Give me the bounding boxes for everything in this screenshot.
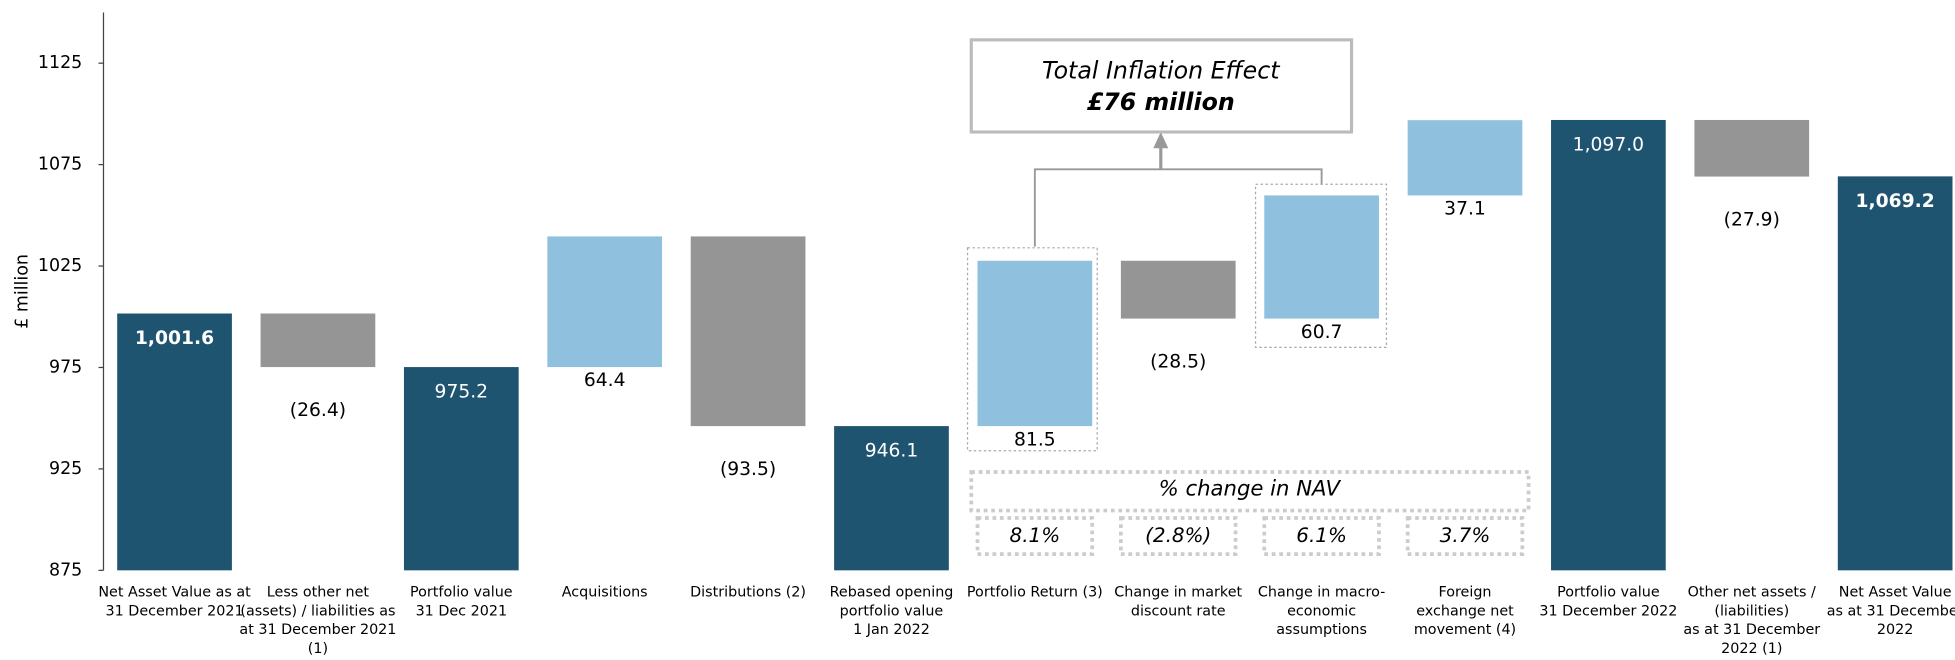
- bar: [690, 236, 806, 427]
- bar: [1837, 176, 1953, 571]
- value-label: 946.1: [865, 441, 919, 462]
- x-tick-label: Acquisitions: [562, 585, 648, 601]
- y-tick-label: 1025: [38, 256, 82, 276]
- value-label: 1,001.6: [135, 328, 214, 349]
- nav-frame: [969, 470, 1531, 513]
- bar: [547, 236, 663, 368]
- value-label: 1,069.2: [1856, 191, 1935, 212]
- value-label: (93.5): [720, 459, 776, 480]
- bar: [260, 313, 376, 368]
- value-label: 60.7: [1301, 322, 1343, 343]
- value-label: 975.2: [435, 381, 489, 402]
- bar: [1551, 119, 1666, 571]
- x-tick-label: Distributions (2): [690, 585, 806, 601]
- bar: [1264, 195, 1379, 319]
- value-label: 81.5: [1014, 429, 1056, 450]
- value-label: (27.9): [1724, 210, 1780, 231]
- value-label: (26.4): [290, 400, 346, 421]
- bar: [1407, 120, 1523, 196]
- annotation-title: Total Inflation Effect: [1042, 57, 1280, 85]
- x-tick-label: Rebased opening portfolio value 1 Jan 2022: [830, 585, 954, 638]
- value-label: 1,097.0: [1573, 134, 1644, 155]
- dotted-frame: [966, 247, 1098, 452]
- x-tick-label: Portfolio value 31 Dec 2021: [410, 585, 513, 620]
- bar: [1694, 119, 1810, 177]
- y-tick-label: 1075: [38, 155, 82, 175]
- bar: [117, 313, 232, 571]
- bar: [977, 260, 1093, 427]
- x-tick-label: Portfolio value 31 December 2022: [1539, 585, 1677, 620]
- nav-change: 3.7%: [1440, 524, 1491, 547]
- x-tick-label: Foreign exchange net movement (4): [1414, 585, 1516, 638]
- y-tick-label: 975: [49, 357, 82, 377]
- y-tick-label: 1125: [38, 53, 82, 73]
- bar: [834, 426, 949, 571]
- x-tick-label: Less other net (assets) / liabilities as a…: [239, 585, 396, 657]
- value-label: (28.5): [1150, 352, 1206, 373]
- x-tick-label: Change in market discount rate: [1114, 585, 1242, 620]
- x-tick-label: Net Asset Value as at 31 December 2021: [98, 585, 251, 620]
- connector: [1033, 168, 1323, 247]
- x-tick-label: Net Asset Value as at 31 December 2022: [1827, 585, 1955, 638]
- bar: [403, 367, 519, 571]
- annotation-box: [969, 38, 1354, 134]
- nav-change: 6.1%: [1296, 524, 1347, 547]
- nav-change: 8.1%: [1010, 524, 1061, 547]
- value-label: 64.4: [584, 370, 626, 391]
- y-tick-label: 925: [49, 459, 82, 479]
- nav-title: % change in NAV: [1159, 475, 1342, 500]
- nav-change: (2.8%): [1145, 524, 1211, 547]
- x-tick-label: Other net assets / (liabilities) as at 31 …: [1683, 585, 1820, 657]
- arrow-head: [1153, 132, 1169, 149]
- y-tick-label: 875: [49, 560, 82, 580]
- annotation-value: £76 million: [1087, 88, 1235, 116]
- x-tick-label: Portfolio Return (3): [967, 585, 1103, 601]
- x-tick-label: Change in macro-economic assumptions: [1258, 585, 1385, 638]
- dotted-frame: [1254, 183, 1388, 349]
- y-axis-label: £ million: [12, 254, 32, 329]
- bar: [1120, 260, 1236, 319]
- value-label: 37.1: [1444, 199, 1486, 220]
